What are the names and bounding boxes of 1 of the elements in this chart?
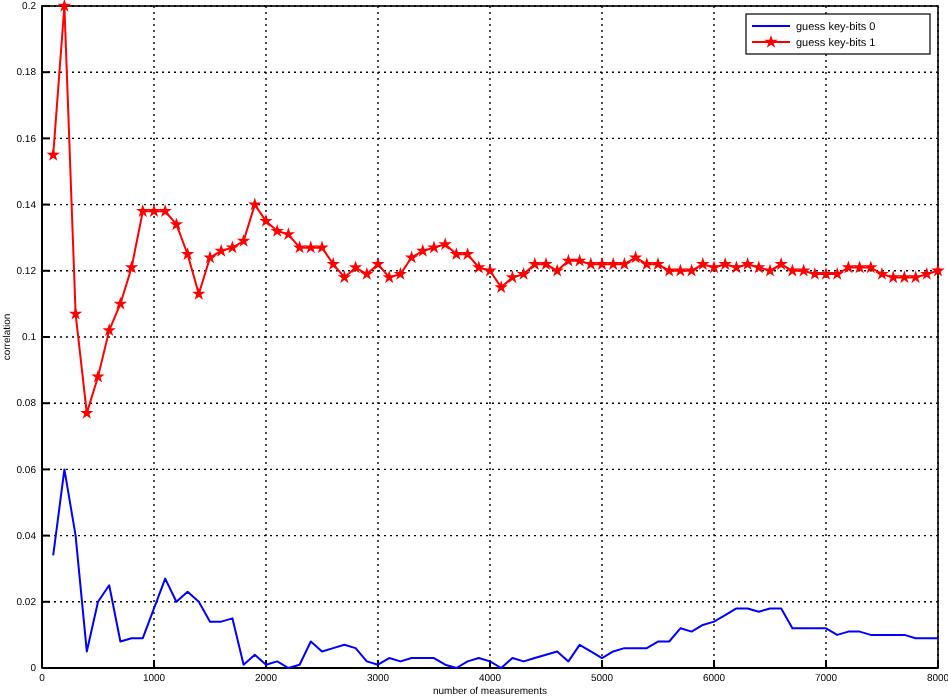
line-series xyxy=(52,468,939,669)
